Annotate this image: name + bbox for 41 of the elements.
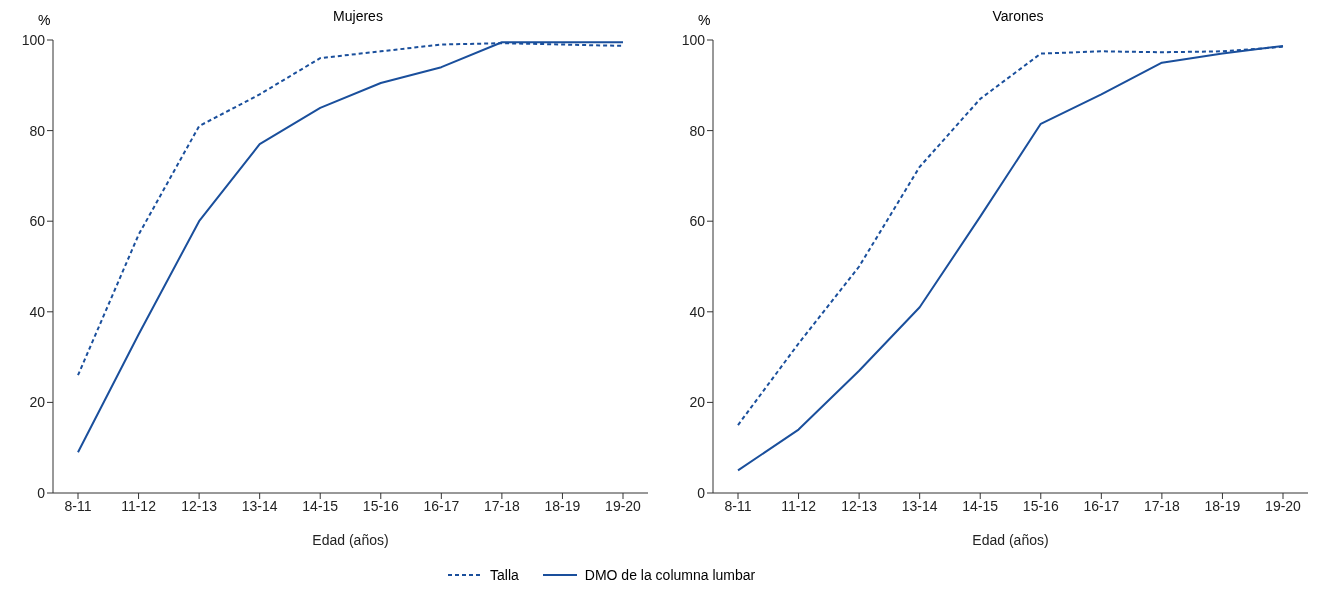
y-tick-label: 40 bbox=[689, 303, 706, 320]
x-tick-label: 15-16 bbox=[362, 497, 399, 514]
y-tick-label: 100 bbox=[681, 31, 706, 48]
x-tick-label: 8-11 bbox=[724, 497, 752, 514]
x-tick-label: 13-14 bbox=[901, 497, 938, 514]
x-tick-label: 18-19 bbox=[544, 497, 581, 514]
x-tick-label: 13-14 bbox=[241, 497, 278, 514]
x-tick-label: 19-20 bbox=[605, 497, 642, 514]
x-tick-label: 11-12 bbox=[781, 497, 817, 514]
x-tick-label: 19-20 bbox=[1265, 497, 1302, 514]
y-tick-label: 80 bbox=[29, 122, 46, 139]
x-tick-label: 17-18 bbox=[483, 497, 520, 514]
y-tick-label: 20 bbox=[29, 394, 46, 411]
x-axis-title: Edad (años) bbox=[312, 532, 389, 548]
x-tick-label: 17-18 bbox=[1143, 497, 1180, 514]
x-tick-label: 12-13 bbox=[181, 497, 218, 514]
y-tick-label: 100 bbox=[21, 31, 46, 48]
y-tick-label: 0 bbox=[697, 484, 706, 501]
legend-label: DMO de la columna lumbar bbox=[584, 567, 756, 583]
x-tick-label: 14-15 bbox=[302, 497, 339, 514]
x-axis-title: Edad (años) bbox=[972, 532, 1049, 548]
chart-title: Varones bbox=[991, 8, 1045, 24]
x-tick-label: 16-17 bbox=[1083, 497, 1120, 514]
y-axis-title: % bbox=[38, 12, 51, 28]
y-tick-label: 0 bbox=[37, 484, 46, 501]
y-tick-label: 80 bbox=[689, 122, 706, 139]
y-axis-title: % bbox=[698, 12, 711, 28]
y-tick-label: 60 bbox=[29, 213, 46, 230]
x-tick-label: 12-13 bbox=[841, 497, 878, 514]
x-tick-label: 16-17 bbox=[423, 497, 460, 514]
x-tick-label: 11-12 bbox=[121, 497, 157, 514]
y-tick-label: 20 bbox=[689, 394, 706, 411]
x-tick-label: 8-11 bbox=[64, 497, 92, 514]
x-tick-label: 18-19 bbox=[1204, 497, 1241, 514]
legend-label: Talla bbox=[490, 567, 519, 583]
y-tick-label: 40 bbox=[29, 303, 46, 320]
y-tick-label: 60 bbox=[689, 213, 706, 230]
x-tick-label: 14-15 bbox=[962, 497, 999, 514]
chart-title: Mujeres bbox=[332, 8, 384, 24]
line-series bbox=[77, 41, 624, 454]
x-tick-label: 15-16 bbox=[1022, 497, 1059, 514]
